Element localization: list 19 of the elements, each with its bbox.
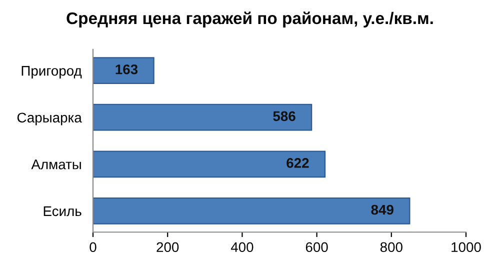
data-label: 163 xyxy=(116,64,138,74)
bar xyxy=(93,57,154,84)
y-tick-label: Есиль xyxy=(44,206,82,216)
y-tick-label: Сарыарка xyxy=(17,112,82,126)
x-tick-label: 0 xyxy=(90,242,96,252)
y-tick-label: Пригород xyxy=(22,66,82,78)
data-label: 622 xyxy=(286,158,309,168)
data-label: 849 xyxy=(371,204,394,215)
bar xyxy=(93,104,312,131)
x-tick-label: 600 xyxy=(306,242,328,252)
bar xyxy=(93,198,410,224)
y-tick-label: Алматы xyxy=(31,160,81,170)
bar xyxy=(93,150,326,178)
x-tick-label: 200 xyxy=(156,242,179,252)
chart-title: Средняя цена гаражей по районам, у.е./кв.м. xyxy=(66,12,433,28)
x-tick-label: 1000 xyxy=(452,242,481,252)
x-tick-label: 400 xyxy=(230,242,254,252)
data-label: 586 xyxy=(273,111,296,122)
x-tick-label: 800 xyxy=(380,242,402,252)
